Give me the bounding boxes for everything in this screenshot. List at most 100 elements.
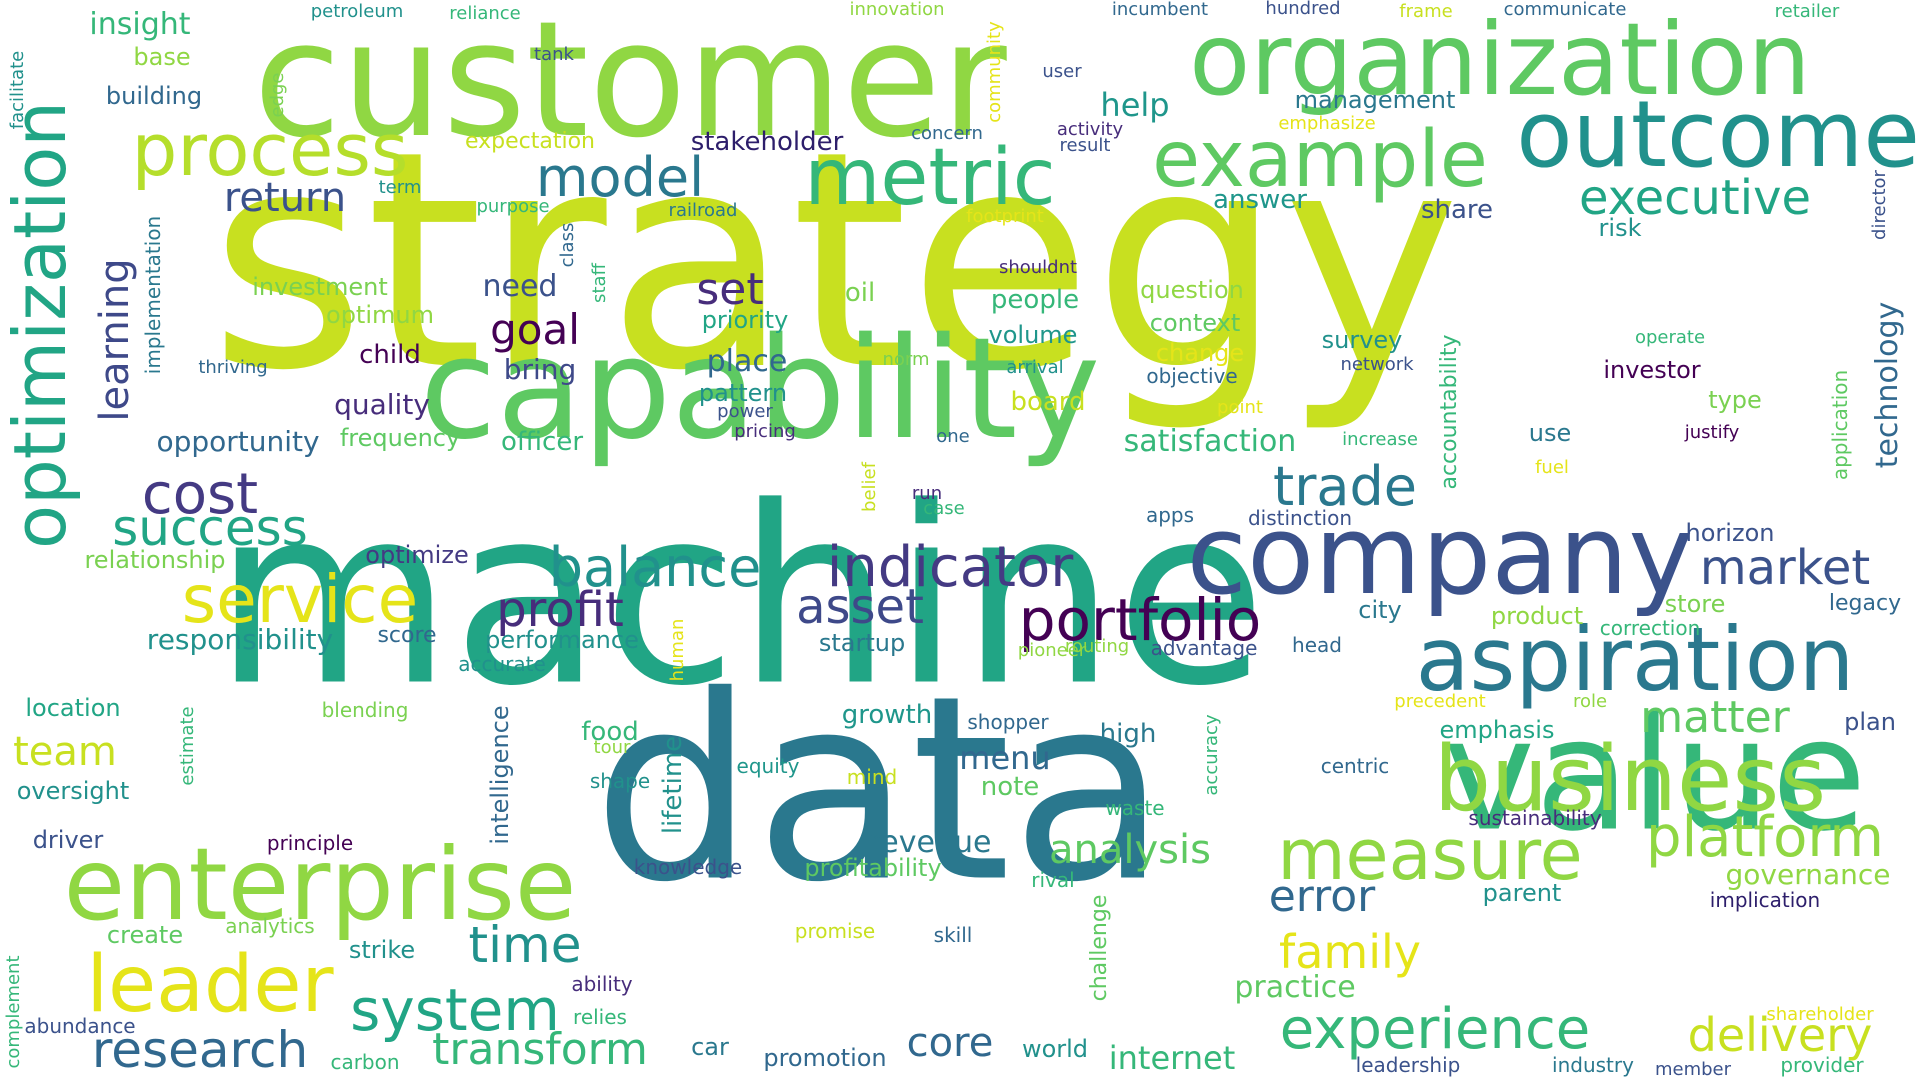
word-leader: leader [86,940,334,1030]
word-base: base [133,43,191,71]
word-answer: answer [1213,185,1307,215]
word-class: class [557,222,578,268]
word-tour: tour [593,737,631,758]
word-lifetime: lifetime [658,735,688,835]
word-analytics: analytics [225,914,315,938]
word-knowledge: knowledge [633,855,743,879]
word-complement: complement [3,955,24,1069]
word-stakeholder: stakeholder [690,127,844,157]
word-implication: implication [1709,888,1821,912]
word-risk: risk [1598,214,1642,242]
word-mind: mind [846,765,898,789]
word-time: time [468,916,582,974]
word-ability: ability [571,972,633,996]
word-cost: cost [141,462,259,527]
word-accuracy: accuracy [1201,714,1222,796]
word-portfolio: portfolio [1018,586,1262,654]
word-market: market [1699,540,1871,596]
word-apps: apps [1145,503,1195,527]
word-pricing: pricing [734,421,796,442]
word-team: team [13,729,117,775]
word-thriving: thriving [198,357,268,378]
word-metric: metric [804,133,1056,223]
word-plan: plan [1844,708,1896,736]
word-communicate: communicate [1503,0,1627,20]
word-industry: industry [1552,1053,1634,1077]
word-emphasize: emphasize [1278,113,1376,134]
word-expectation: expectation [464,129,596,154]
word-activity: activity [1056,119,1124,140]
word-investor: investor [1603,356,1701,384]
word-enterprise: enterprise [63,826,577,943]
word-railroad: railroad [668,200,738,221]
word-change: change [1155,339,1245,367]
word-shouldnt: shouldnt [998,257,1078,278]
word-pioneer: pioneer [1017,640,1087,661]
word-advantage: advantage [1150,636,1258,660]
word-city: city [1358,596,1402,624]
word-management: management [1294,86,1456,114]
word-precedent: precedent [1394,691,1486,712]
word-measure: measure [1277,814,1583,896]
word-system: system [350,976,560,1044]
word-challenge: challenge [1087,894,1112,1002]
word-help: help [1100,86,1170,124]
word-run: run [911,483,943,504]
word-network: network [1340,354,1414,375]
word-abundance: abundance [24,1014,136,1038]
word-technology: technology [1870,301,1905,469]
word-insight: insight [89,7,191,42]
word-platform: platform [1646,805,1884,870]
word-term: term [378,177,422,198]
word-need: need [482,269,558,304]
word-investment: investment [252,273,388,301]
word-tank: tank [534,44,574,65]
word-process: process [131,108,409,192]
word-growth: growth [841,700,933,730]
word-experience: experience [1279,997,1591,1062]
word-waste: waste [1105,796,1165,820]
word-routing: routing [1064,636,1130,657]
word-analysis: analysis [1049,827,1211,873]
word-responsibility: responsibility [146,623,334,656]
word-product: product [1490,602,1584,630]
word-justify: justify [1684,422,1740,443]
word-place: place [706,344,788,379]
word-arrival: arrival [1006,357,1064,378]
word-staff: staff [589,263,610,303]
word-increase: increase [1342,429,1418,450]
word-distinction: distinction [1247,506,1353,530]
word-promise: promise [794,919,876,943]
word-store: store [1664,590,1726,618]
word-board: board [1010,387,1086,417]
word-incumbent: incumbent [1111,0,1209,20]
word-delivery: delivery [1687,1008,1873,1062]
word-legacy: legacy [1828,591,1902,616]
word-priority: priority [701,306,789,334]
word-driver: driver [32,826,104,854]
word-objective: objective [1146,364,1238,388]
word-revenue: revenue [868,825,992,860]
word-application: application [1828,369,1852,481]
word-outcome: outcome [1516,81,1920,188]
word-create: create [106,921,184,949]
word-note: note [980,772,1040,802]
word-emphasis: emphasis [1439,716,1555,744]
word-power: power [717,401,773,422]
word-strategy: strategy [209,87,1461,436]
word-question: question [1140,276,1244,304]
word-oil: oil [844,278,876,308]
word-strike: strike [348,936,416,964]
word-shopper: shopper [967,710,1049,734]
word-core: core [906,1020,994,1066]
word-promotion: promotion [763,1044,887,1072]
word-matter: matter [1640,692,1790,743]
word-business: business [1433,727,1827,832]
word-facilitate: facilitate [7,50,28,130]
word-provider: provider [1780,1053,1864,1077]
word-operate: operate [1634,327,1706,348]
word-edge: edge [267,72,288,118]
word-survey: survey [1321,326,1403,354]
word-implementation: implementation [141,215,165,375]
